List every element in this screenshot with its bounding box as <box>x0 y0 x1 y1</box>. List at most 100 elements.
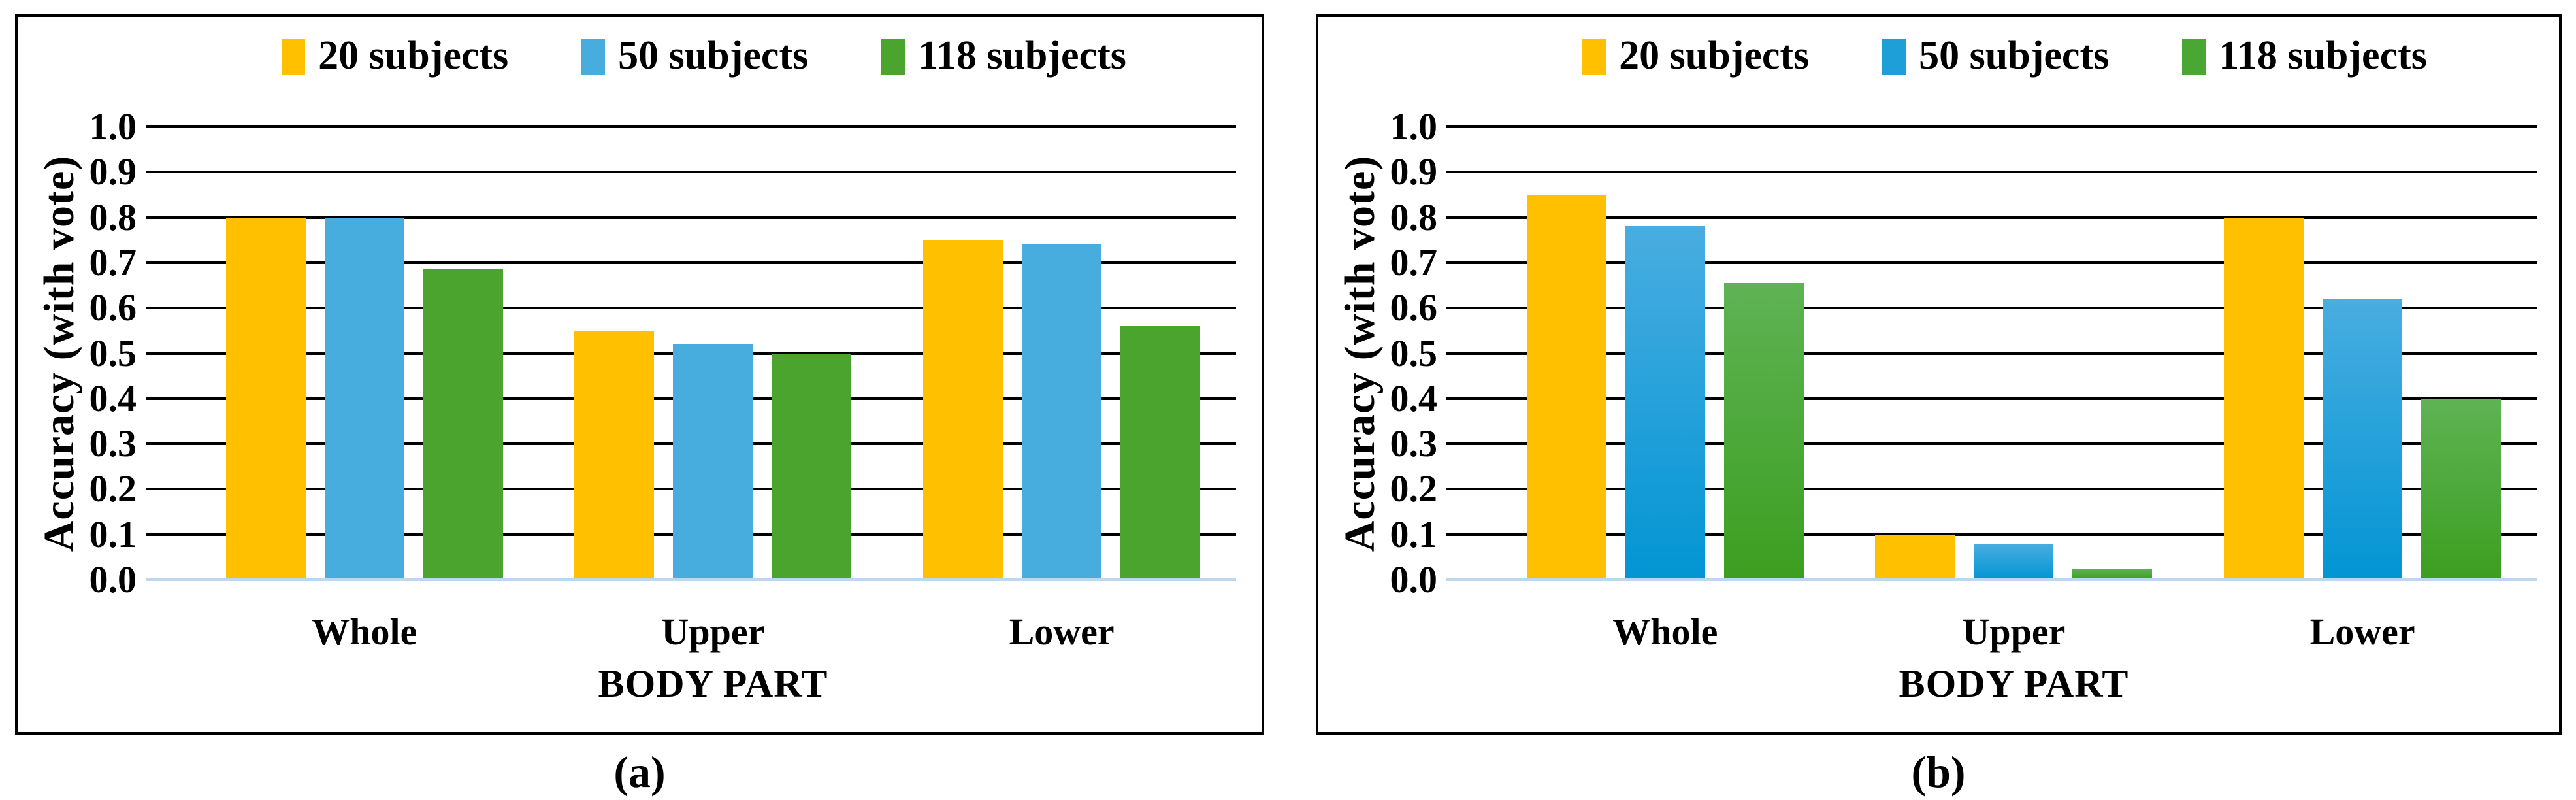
legend-item-118-subjects: 118 subjects <box>881 35 1126 78</box>
legend-item-20-subjects: 20 subjects <box>1582 35 1809 78</box>
legend-item-118-subjects: 118 subjects <box>2182 35 2427 78</box>
caption-b: (b) <box>1911 747 1966 797</box>
bar-b-lower-20-subjects <box>2224 217 2304 580</box>
legend-label: 50 subjects <box>1919 33 2110 78</box>
legend-swatch-icon <box>881 39 905 75</box>
gridline <box>146 171 1236 174</box>
gridline <box>1446 261 2537 264</box>
y-tick-label: 0.3 <box>89 422 137 465</box>
bar-a-upper-118-subjects <box>772 353 852 580</box>
y-tick-label: 0.4 <box>1390 376 1438 420</box>
bar-b-lower-118-subjects <box>2421 398 2502 580</box>
legend-item-50-subjects: 50 subjects <box>1882 35 2109 78</box>
y-tick-label: 0.7 <box>89 241 137 284</box>
bar-a-lower-50-subjects <box>1022 244 1102 580</box>
y-tick-label: 0.2 <box>89 467 137 510</box>
bar-group-whole <box>1491 127 1840 580</box>
y-tick-label: 0.3 <box>1390 422 1438 465</box>
gridline <box>1446 533 2537 536</box>
bar-b-whole-50-subjects <box>1625 226 1705 580</box>
y-axis-ticks: 1.0 0.9 0.8 0.7 0.6 0.5 0.4 0.3 0.2 0.1 0.0 <box>18 108 137 599</box>
x-category-label-lower: Lower <box>1009 610 1115 653</box>
gridline <box>1446 352 2537 355</box>
gridline <box>146 216 1236 219</box>
bar-b-upper-50-subjects <box>1974 543 2054 580</box>
bar-b-upper-118-subjects <box>2072 568 2153 580</box>
bar-group-upper <box>539 127 888 580</box>
legend-swatch-icon <box>581 39 606 75</box>
x-category-label-upper: Upper <box>661 610 765 653</box>
legend-label: 118 subjects <box>918 33 1126 78</box>
plot-area <box>1446 125 2537 581</box>
y-tick-label: 0.1 <box>89 512 137 556</box>
gridline <box>146 307 1236 310</box>
y-tick-label: 0.0 <box>89 558 137 601</box>
legend-swatch-icon <box>282 39 306 75</box>
y-tick-label: 0.9 <box>89 150 137 193</box>
gridline <box>1446 216 2537 219</box>
bar-a-upper-50-subjects <box>673 344 753 580</box>
y-axis-ticks: 1.0 0.9 0.8 0.7 0.6 0.5 0.4 0.3 0.2 0.1 0.0 <box>1318 108 1438 599</box>
y-tick-label: 0.5 <box>1390 331 1438 375</box>
y-tick-label: 0.6 <box>89 286 137 329</box>
y-tick-label: 0.9 <box>1390 150 1438 193</box>
bar-a-lower-118-subjects <box>1120 325 1201 580</box>
legend: 20 subjects 50 subjects 118 subjects <box>181 35 1227 78</box>
x-category-label-lower: Lower <box>2309 610 2415 653</box>
bar-b-upper-20-subjects <box>1875 534 1955 580</box>
x-axis-baseline <box>146 578 1236 581</box>
bar-b-whole-118-subjects <box>1723 283 1804 580</box>
y-tick-label: 0.7 <box>1390 241 1438 284</box>
gridline <box>146 125 1236 128</box>
x-category-label-whole: Whole <box>312 610 417 653</box>
bar-a-whole-20-subjects <box>225 217 306 580</box>
y-tick-label: 1.0 <box>89 105 137 148</box>
legend: 20 subjects 50 subjects 118 subjects <box>1482 35 2528 78</box>
bars-container <box>1491 127 2537 580</box>
legend-label: 20 subjects <box>1619 33 1810 78</box>
panel-a: 20 subjects 50 subjects 118 subjects Accura… <box>15 14 1264 735</box>
bar-a-whole-50-subjects <box>324 217 404 580</box>
y-tick-label: 0.1 <box>1390 512 1438 556</box>
x-category-label-whole: Whole <box>1612 610 1718 653</box>
y-tick-label: 0.5 <box>89 331 137 375</box>
bar-group-upper <box>1840 127 2189 580</box>
gridline <box>146 261 1236 264</box>
legend-label: 118 subjects <box>2219 33 2427 78</box>
x-category-label-upper: Upper <box>1962 610 2066 653</box>
bar-b-whole-20-subjects <box>1526 194 1606 580</box>
x-axis-baseline <box>1446 578 2537 581</box>
bar-a-whole-118-subjects <box>423 269 503 580</box>
x-axis-title: BODY PART <box>598 662 828 705</box>
bar-group-lower <box>2188 127 2537 580</box>
bars-container <box>190 127 1236 580</box>
legend-item-20-subjects: 20 subjects <box>282 35 508 78</box>
y-tick-label: 0.0 <box>1390 558 1438 601</box>
y-tick-label: 0.2 <box>1390 467 1438 510</box>
gridline <box>1446 125 2537 128</box>
y-tick-label: 0.4 <box>89 376 137 420</box>
gridline <box>1446 307 2537 310</box>
gridline <box>1446 397 2537 400</box>
y-tick-label: 1.0 <box>1390 105 1438 148</box>
y-tick-label: 0.6 <box>1390 286 1438 329</box>
legend-swatch-icon <box>2182 39 2206 75</box>
gridline <box>1446 488 2537 491</box>
panel-b: 20 subjects 50 subjects 118 subjects Accura… <box>1316 14 2562 735</box>
legend-swatch-icon <box>1582 39 1606 75</box>
legend-label: 20 subjects <box>318 33 509 78</box>
gridline <box>1446 442 2537 446</box>
bar-b-lower-50-subjects <box>2323 299 2403 580</box>
y-tick-label: 0.8 <box>1390 195 1438 239</box>
legend-item-50-subjects: 50 subjects <box>581 35 808 78</box>
caption-a: (a) <box>613 747 666 797</box>
legend-swatch-icon <box>1882 39 1906 75</box>
x-axis-title: BODY PART <box>1899 662 2129 705</box>
bar-group-whole <box>190 127 539 580</box>
bar-a-upper-20-subjects <box>574 330 655 580</box>
x-category-labels: Whole Upper Lower <box>1491 613 2537 651</box>
y-tick-label: 0.8 <box>89 195 137 239</box>
x-category-labels: Whole Upper Lower <box>190 613 1236 651</box>
bar-group-lower <box>887 127 1236 580</box>
